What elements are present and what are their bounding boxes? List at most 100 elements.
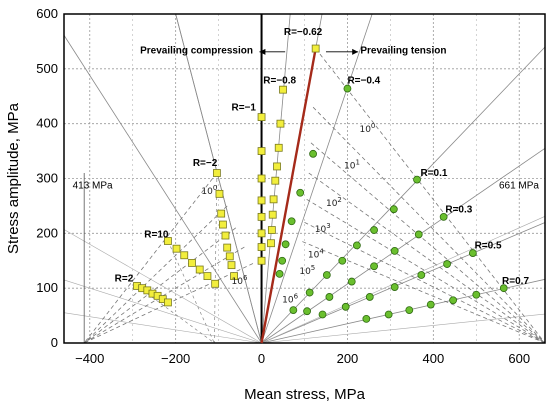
data-point-circle bbox=[287, 217, 296, 226]
data-point-square bbox=[215, 189, 224, 198]
constant-life-line-tension bbox=[312, 106, 546, 344]
grid bbox=[64, 13, 545, 343]
data-point-circle bbox=[352, 241, 361, 250]
data-point-circle bbox=[305, 288, 314, 297]
data-point-circle bbox=[347, 277, 356, 286]
ratio-label: R=0.1 bbox=[420, 168, 447, 179]
ratio-line bbox=[175, 13, 262, 344]
data-point-square bbox=[211, 279, 220, 288]
constant-life-lines bbox=[83, 48, 546, 344]
data-point-square bbox=[225, 252, 234, 261]
data-point-circle bbox=[417, 271, 426, 279]
y-tick-label: 0 bbox=[51, 335, 58, 350]
y-tick-label: 200 bbox=[36, 225, 58, 240]
x-tick-label: 200 bbox=[337, 351, 359, 366]
data-point-square bbox=[257, 256, 266, 265]
data-point-circle bbox=[414, 230, 423, 239]
data-point-circle bbox=[370, 226, 378, 234]
data-point-square bbox=[267, 239, 275, 248]
data-point-circle bbox=[281, 240, 290, 249]
constant-life-label: 106 bbox=[282, 292, 298, 305]
ratio-label: R=0.7 bbox=[502, 276, 529, 287]
data-point-circle bbox=[390, 283, 399, 291]
constant-life-label: 103 bbox=[315, 222, 331, 235]
constant-life-line-tension bbox=[304, 222, 546, 344]
data-point-circle bbox=[449, 296, 457, 305]
ratio-label: R=0.3 bbox=[445, 204, 472, 215]
data-point-square bbox=[276, 119, 285, 128]
arrow-compression-head bbox=[259, 48, 266, 55]
data-point-circle bbox=[468, 249, 477, 257]
data-point-square bbox=[221, 231, 230, 240]
data-point-circle bbox=[390, 246, 399, 255]
data-point-circle bbox=[499, 284, 508, 293]
data-point-square bbox=[257, 243, 266, 251]
data-point-square bbox=[273, 162, 281, 171]
data-point-circle bbox=[405, 306, 414, 315]
y-axis-title: Stress amplitude, MPa bbox=[5, 102, 22, 254]
data-point-square bbox=[188, 259, 196, 267]
data-point-square bbox=[219, 220, 227, 229]
constant-life-line-tension bbox=[315, 48, 546, 344]
data-point-square bbox=[268, 210, 277, 219]
tick-labels: −400 −200 0 200 400 600 0 100 200 300 400 500 600 bbox=[36, 6, 530, 366]
data-point-square bbox=[164, 237, 172, 245]
data-point-circle bbox=[439, 212, 448, 221]
ratio-label: R=2 bbox=[115, 274, 134, 285]
data-point-circle bbox=[322, 271, 331, 279]
constant-life-line-tension bbox=[306, 198, 546, 344]
data-point-circle bbox=[341, 302, 350, 311]
data-markers bbox=[133, 44, 508, 323]
constant-life-label: 105 bbox=[299, 264, 315, 277]
data-point-circle bbox=[338, 256, 347, 265]
data-point-square bbox=[271, 176, 280, 185]
constant-life-label: 102 bbox=[326, 196, 342, 209]
constant-life-line-compression-minor bbox=[136, 285, 215, 344]
ratio-label: R=−1 bbox=[231, 103, 256, 114]
x-tick-label: −200 bbox=[161, 351, 190, 366]
y-tick-label: 600 bbox=[36, 6, 58, 21]
data-point-square bbox=[223, 243, 232, 252]
data-point-square bbox=[217, 209, 226, 218]
constant-life-line-compression-minor bbox=[167, 240, 215, 344]
data-point-circle bbox=[413, 175, 421, 184]
constant-life-line-compression bbox=[83, 172, 218, 344]
data-point-circle bbox=[318, 310, 327, 319]
highlight-line bbox=[260, 48, 317, 344]
ratio-label: R=−2 bbox=[193, 158, 218, 169]
data-point-square bbox=[267, 226, 276, 234]
constant-life-line-tension bbox=[302, 241, 546, 344]
constant-life-line-compression bbox=[83, 205, 228, 344]
data-point-square bbox=[180, 251, 189, 260]
data-point-circle bbox=[325, 293, 334, 301]
data-point-square bbox=[257, 174, 266, 183]
ratio-line bbox=[261, 46, 546, 344]
x-tick-label: 600 bbox=[508, 351, 530, 366]
data-point-circle bbox=[303, 307, 311, 316]
x-tick-label: 400 bbox=[422, 351, 444, 366]
plot-frame bbox=[63, 13, 546, 344]
data-point-circle bbox=[426, 300, 435, 309]
ratio-line-minor bbox=[261, 313, 546, 344]
data-point-circle bbox=[472, 290, 481, 299]
ratio-label: R=−0.4 bbox=[347, 76, 380, 87]
prevailing-tension-label: Prevailing tension bbox=[360, 45, 446, 56]
data-point-square bbox=[311, 44, 320, 53]
data-point-circle bbox=[362, 314, 371, 323]
ratio-line bbox=[261, 222, 546, 344]
data-point-circle bbox=[289, 306, 298, 315]
data-point-square bbox=[257, 212, 266, 221]
reference-label-661: 661 MPa bbox=[499, 180, 539, 191]
y-tick-label: 500 bbox=[36, 61, 58, 76]
y-tick-label: 100 bbox=[36, 280, 58, 295]
data-point-circle bbox=[275, 270, 284, 278]
data-point-square bbox=[279, 85, 287, 94]
compression-life-label: 100 bbox=[201, 184, 217, 197]
ratio-line-minor bbox=[63, 279, 262, 344]
data-point-circle bbox=[384, 310, 393, 319]
data-point-square bbox=[212, 169, 221, 177]
data-point-square bbox=[274, 143, 283, 152]
prevailing-compression-label: Prevailing compression bbox=[140, 45, 253, 56]
data-point-square bbox=[230, 272, 238, 281]
